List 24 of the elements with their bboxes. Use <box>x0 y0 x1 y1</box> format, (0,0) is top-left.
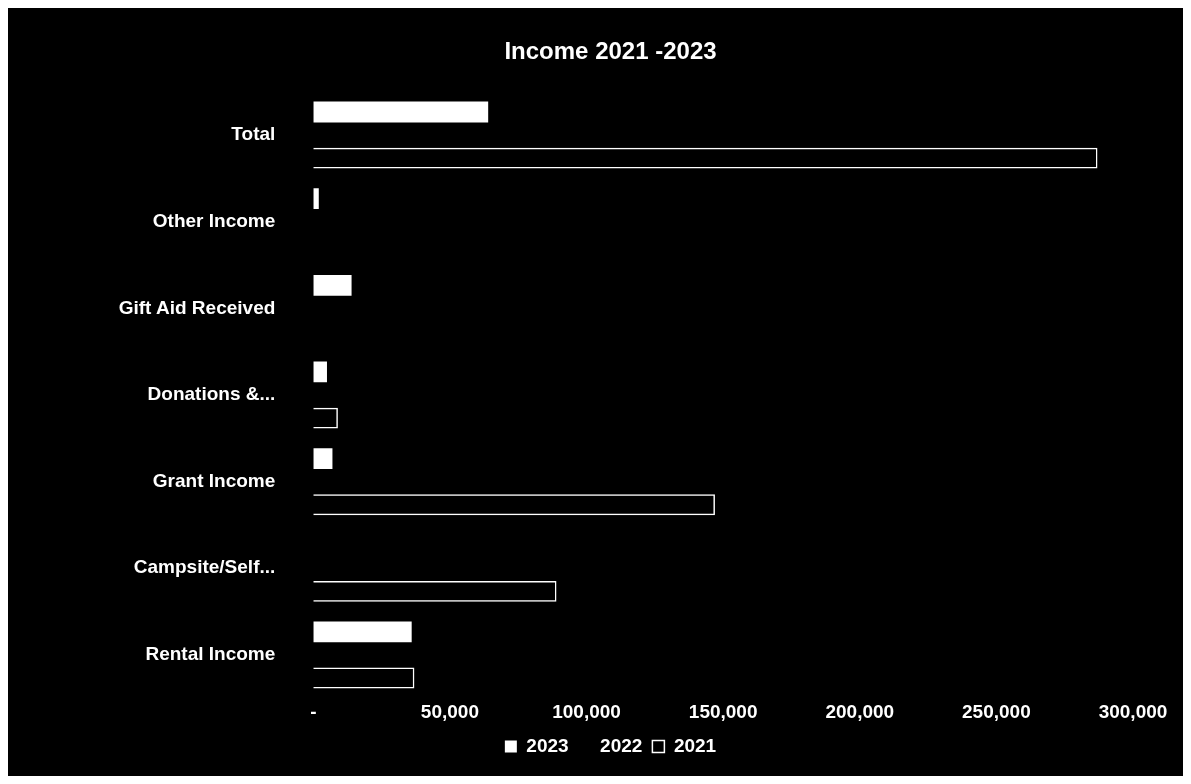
y-tick-label: Other Income <box>152 209 276 231</box>
bar <box>313 274 352 296</box>
x-tick-label: 50,000 <box>420 700 479 722</box>
bar <box>313 101 489 123</box>
bar <box>313 448 333 469</box>
x-tick-label: 200,000 <box>825 700 895 722</box>
x-tick-label: 250,000 <box>962 700 1031 722</box>
chart-title: Income 2021 -2023 <box>504 37 717 65</box>
x-tick-label: - <box>310 700 317 722</box>
bar <box>313 621 412 643</box>
x-tick-label: 300,000 <box>1098 700 1168 722</box>
text: 2022 <box>600 734 643 756</box>
y-tick-label: Campsite/Self... <box>133 556 276 578</box>
x-tick-label: 100,000 <box>552 700 621 722</box>
legend-label: 2021 <box>673 734 717 756</box>
y-tick-label: Total <box>231 123 276 145</box>
y-tick-label: Donations &... <box>147 383 276 405</box>
y-tick-label: Grant Income <box>152 469 276 491</box>
y-tick-label: Gift Aid Received <box>118 296 276 318</box>
bar <box>313 188 319 210</box>
y-tick-label: Rental Income <box>145 643 276 665</box>
bar <box>313 361 327 383</box>
legend-label: 2023 <box>526 734 569 756</box>
x-tick-label: 150,000 <box>688 700 758 722</box>
